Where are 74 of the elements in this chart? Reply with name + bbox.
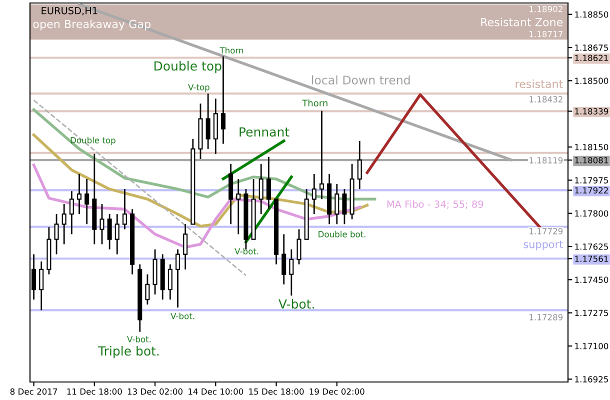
candlestick — [319, 110, 324, 200]
chart-title: EURUSD,H1 — [42, 6, 98, 16]
y-tick-label: 1.17450 — [575, 276, 608, 283]
annotation: V-bot. — [127, 336, 151, 342]
candlestick — [76, 173, 82, 215]
x-tick-label: 11 Dec 18:00 — [67, 388, 122, 395]
candlestick — [334, 183, 340, 225]
y-tick-label: 1.17625 — [575, 243, 608, 250]
annotation: open Breakaway Gap — [33, 20, 150, 30]
candlestick — [266, 156, 271, 210]
x-tick-label: 13 Dec 02:00 — [128, 388, 182, 395]
annotation: V-bot. — [170, 312, 194, 320]
candlestick — [168, 264, 172, 300]
candlestick — [289, 248, 294, 296]
x-tick-label: 15 Dec 18:00 — [249, 388, 304, 395]
annotation: 1.18902 — [530, 6, 562, 12]
annotation: Thorn — [302, 99, 328, 106]
annotation: 1.18119 — [530, 157, 563, 164]
annotation: support — [524, 240, 563, 250]
candlestick — [183, 223, 188, 270]
annotation: Double top — [154, 61, 222, 74]
x-tick-label: 19 Dec 02:00 — [310, 388, 364, 395]
candlestick — [312, 173, 316, 215]
candlestick — [84, 178, 90, 225]
y-tick-label: 1.18850 — [575, 11, 608, 18]
candlestick — [145, 274, 150, 306]
y-tick-label: 1.16925 — [575, 376, 608, 382]
candlestick — [39, 260, 44, 311]
annotation: 1.18717 — [530, 30, 562, 38]
annotation: V-bot. — [234, 248, 258, 254]
candlestick — [69, 190, 74, 235]
candlestick — [114, 213, 120, 255]
candlestick — [122, 188, 127, 230]
candlestick — [296, 228, 302, 266]
y-tick-label: 1.18339 — [575, 108, 608, 114]
candlestick — [62, 203, 66, 245]
annotation: Double top — [70, 136, 116, 145]
annotation: MA Fibo - 34; 55; 89 — [387, 200, 484, 209]
annotation: 1.17729 — [530, 228, 563, 234]
candlestick — [206, 92, 210, 150]
annotation: V-top — [188, 84, 210, 92]
candlestick — [100, 203, 104, 245]
annotation: resistant — [516, 79, 563, 88]
annotation: Thorn — [220, 47, 244, 54]
y-tick-label: 1.17975 — [575, 177, 608, 184]
annotation: Pennant — [240, 127, 290, 137]
candlestick — [220, 56, 226, 144]
annotation: local Down trend — [312, 75, 410, 84]
y-tick-label: 1.18150 — [575, 144, 608, 150]
candlestick — [258, 163, 264, 215]
y-tick-label: 1.17100 — [575, 342, 608, 350]
y-tick-label: 1.18675 — [575, 44, 608, 51]
annotation: V-bot. — [278, 299, 314, 309]
y-tick-label: 1.18500 — [575, 78, 608, 84]
candlestick — [342, 188, 347, 225]
annotation: 1.18432 — [530, 96, 562, 102]
y-tick-label: 1.17800 — [575, 210, 608, 217]
candlestick — [236, 178, 241, 235]
candlestick — [107, 213, 112, 250]
annotation: Triple bot. — [98, 346, 159, 358]
annotation: Double bot. — [318, 230, 366, 238]
candlestick — [357, 140, 362, 190]
candlestick — [282, 233, 286, 286]
x-tick-label: 8 Dec 2017 — [10, 388, 58, 395]
y-tick-label: 1.18081 — [575, 157, 608, 164]
y-tick-label: 1.17561 — [575, 256, 608, 262]
candlestick — [176, 248, 180, 308]
y-tick-label: 1.17922 — [575, 187, 608, 194]
candlestick — [54, 213, 59, 255]
x-tick-label: 14 Dec 10:00 — [188, 388, 244, 395]
annotation: 1.17289 — [530, 314, 563, 320]
y-tick-label: 1.17275 — [575, 310, 608, 316]
y-tick-label: 1.18621 — [575, 54, 608, 62]
annotation: Resistant Zone — [481, 18, 563, 26]
